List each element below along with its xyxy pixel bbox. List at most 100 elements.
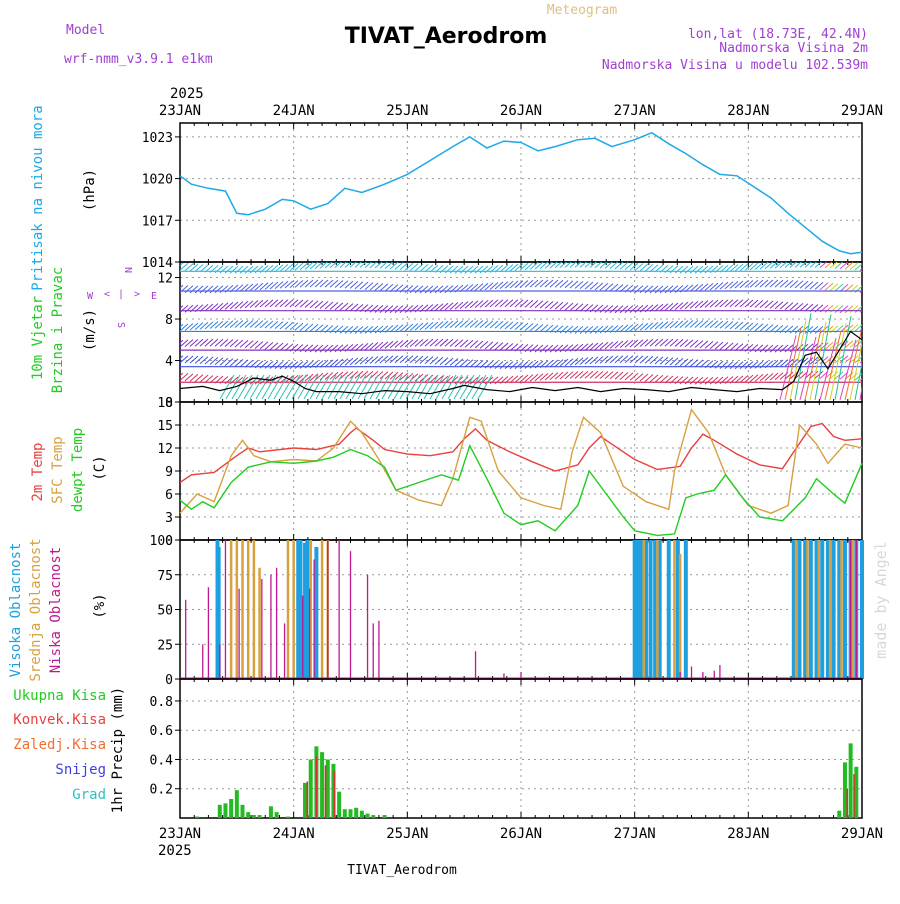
wind-barb xyxy=(624,339,634,348)
wind-barb xyxy=(819,282,829,291)
wind-barb xyxy=(299,279,309,288)
model-elevation-label: Nadmorska Visina u modelu 102.539m xyxy=(602,58,868,73)
wind-barb xyxy=(589,325,599,334)
wind-barb xyxy=(849,339,859,348)
y-tick-label: 0.6 xyxy=(150,724,173,739)
wind-barb xyxy=(684,376,694,385)
mid-cloud-bar xyxy=(678,553,682,679)
wind-barb xyxy=(459,374,475,400)
wind-barb xyxy=(829,305,839,313)
wind-barb xyxy=(604,283,614,292)
wind-barb xyxy=(509,375,519,384)
total-rain-bar xyxy=(217,804,222,818)
wind-barb xyxy=(389,371,399,380)
wind-barb xyxy=(364,342,374,351)
wind-barb xyxy=(639,355,649,364)
wind-barb xyxy=(439,302,449,311)
wind-barb xyxy=(829,283,839,291)
wind-barb xyxy=(639,373,649,382)
wind-barb xyxy=(474,283,484,292)
low-cloud-ylabel: Niska Oblacnost xyxy=(48,547,64,673)
wind-barb xyxy=(409,323,419,331)
wind-barb xyxy=(204,375,214,383)
x-tick-label-bottom: 29JAN xyxy=(841,826,883,842)
wind-barb xyxy=(849,324,859,332)
wind-barb xyxy=(209,321,219,329)
wind-barb xyxy=(224,265,234,274)
wind-barb xyxy=(724,321,734,329)
convective-rain-bar xyxy=(853,774,855,818)
wind-barb xyxy=(494,342,504,351)
wind-barb xyxy=(649,356,659,364)
wind-barb xyxy=(314,324,324,333)
total-rain-bar xyxy=(359,810,364,818)
low-cloud-bar xyxy=(283,623,286,679)
wind-barb xyxy=(189,263,199,272)
total-rain-bar xyxy=(240,804,245,818)
wind-barb xyxy=(784,262,793,269)
wind-barb xyxy=(579,262,587,268)
wind-barb xyxy=(349,303,359,312)
wind-barb xyxy=(214,302,224,311)
temp-unit: (C) xyxy=(92,455,108,480)
y-tick-label: 18 xyxy=(157,396,173,411)
wind-barb xyxy=(859,328,862,332)
low-cloud-bar xyxy=(349,551,352,679)
wind-barb xyxy=(429,356,439,365)
y-tick-label: 1017 xyxy=(142,214,173,229)
wind-barb xyxy=(729,299,739,308)
high-cloud-bar xyxy=(837,540,842,679)
temperature-panel: 0 3 6 9 12 15 18 xyxy=(157,396,863,549)
wind-barb xyxy=(844,305,854,314)
wind-barb xyxy=(509,263,519,272)
y-tick-label: 12 xyxy=(157,442,173,457)
total-rain-bar xyxy=(365,813,370,818)
low-cloud-bar xyxy=(302,595,304,679)
wind-barb xyxy=(829,323,847,401)
wind-barb xyxy=(389,262,399,270)
wind-barb xyxy=(349,370,359,379)
wind-barb xyxy=(381,374,397,400)
wind-barb xyxy=(279,321,289,330)
wind-barb xyxy=(499,342,509,351)
wind-barb xyxy=(649,374,659,383)
wind-barb xyxy=(509,321,519,330)
wind-barb xyxy=(419,322,429,331)
wind-barb xyxy=(405,374,421,400)
low-cloud-bar xyxy=(270,574,272,679)
wind-barb xyxy=(444,357,454,366)
wind-barb xyxy=(389,355,399,364)
y-tick-label: 0 xyxy=(165,673,173,688)
wind-barb xyxy=(414,285,424,294)
mid-cloud-bar xyxy=(252,540,256,679)
wind-barb xyxy=(779,344,789,353)
wind-barb xyxy=(544,301,554,309)
pressure-frame xyxy=(179,122,863,263)
wind-barb xyxy=(399,374,415,400)
wind-barb xyxy=(784,302,794,310)
wind-barb xyxy=(369,325,379,334)
wind-barb xyxy=(329,262,338,269)
total-rain-bar xyxy=(854,766,859,818)
wind-barb xyxy=(339,280,349,289)
convective-rain-bar xyxy=(315,756,318,818)
wind-barb xyxy=(554,301,564,310)
sfc-temp-ylabel: SFC Temp xyxy=(50,436,66,503)
wind-barb xyxy=(604,355,614,364)
wind-barb xyxy=(654,285,664,294)
wind-barb xyxy=(524,262,534,271)
wind-barb xyxy=(614,355,624,364)
wind-barb xyxy=(254,320,264,329)
wind-barb xyxy=(349,357,359,366)
wind-barb xyxy=(594,342,604,351)
wind-barb xyxy=(234,359,244,367)
wind-barb xyxy=(214,357,224,366)
wind-barb xyxy=(363,374,379,400)
wind-barb xyxy=(579,370,589,379)
wind-barb xyxy=(394,372,404,380)
wind-barb xyxy=(439,285,449,294)
wind-barb xyxy=(321,374,337,400)
wind-barb xyxy=(344,303,354,311)
wind-barb xyxy=(689,284,699,292)
